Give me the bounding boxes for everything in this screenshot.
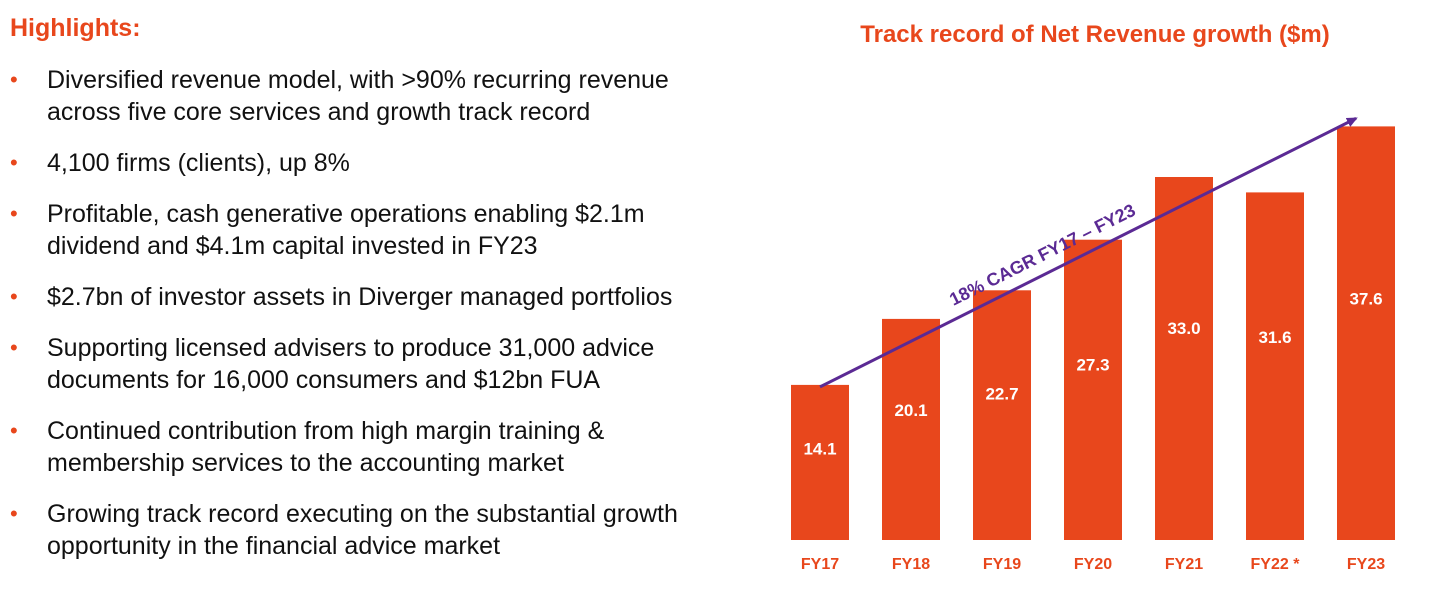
bar-fy21 — [1155, 177, 1213, 540]
bar-fy22 — [1246, 192, 1304, 540]
bullet-icon: • — [10, 501, 18, 526]
x-tick-label: FY22 * — [1251, 556, 1301, 573]
bullet-icon: • — [10, 335, 18, 360]
x-tick-label: FY18 — [892, 556, 930, 573]
bullet-icon: • — [10, 284, 18, 309]
highlight-text-line: documents for 16,000 consumers and $12bn… — [47, 366, 601, 394]
bar-fy23 — [1337, 126, 1395, 541]
bar-fy17 — [791, 384, 849, 540]
highlight-item: • Diversified revenue model, with >90% re… — [10, 64, 750, 128]
bullet-icon: • — [10, 67, 18, 92]
highlight-text-line: $2.7bn of investor assets in Diverger ma… — [47, 283, 673, 311]
x-tick-label: FY19 — [983, 556, 1021, 573]
bullet-icon: • — [10, 150, 18, 175]
highlight-text-line: dividend and $4.1m capital invested in F… — [47, 232, 538, 260]
highlight-text-line: membership services to the accounting ma… — [47, 449, 564, 477]
bullet-icon: • — [10, 418, 18, 443]
chart-title: Track record of Net Revenue growth ($m) — [860, 21, 1330, 48]
highlight-item: • Supporting licensed advisers to produce… — [10, 332, 750, 396]
bullet-icon: • — [10, 201, 18, 226]
highlight-text-line: Diversified revenue model, with >90% rec… — [47, 66, 669, 94]
highlight-item: • 4,100 firms (clients), up 8% — [10, 147, 750, 179]
bar-value-label: 22.7 — [985, 385, 1018, 404]
highlight-text-line: Growing track record executing on the su… — [47, 500, 678, 528]
x-tick-label: FY17 — [801, 556, 839, 573]
bar-value-label: 27.3 — [1076, 355, 1109, 374]
highlight-text-line: across five core services and growth tra… — [47, 98, 591, 126]
bar-value-label: 31.6 — [1258, 328, 1291, 347]
bar-value-label: 33.0 — [1167, 319, 1200, 338]
cagr-arrow — [819, 117, 1358, 389]
highlight-text-line: Profitable, cash generative operations e… — [47, 200, 645, 228]
highlights-title: Highlights: — [10, 14, 141, 42]
highlights-panel: Highlights: • Diversified revenue model, … — [10, 12, 750, 581]
highlight-item: • Growing track record executing on the s… — [10, 498, 750, 562]
highlight-item: • Continued contribution from high margin… — [10, 415, 750, 479]
bar-fy20 — [1064, 239, 1122, 540]
bar-value-label: 37.6 — [1349, 290, 1382, 309]
highlight-text-line: Continued contribution from high margin … — [47, 417, 605, 445]
bar-fy19 — [973, 290, 1031, 540]
x-tick-label: FY23 — [1347, 556, 1385, 573]
bar-value-label: 14.1 — [803, 440, 836, 459]
bar-fy18 — [882, 318, 940, 540]
highlight-text-line: 4,100 firms (clients), up 8% — [47, 149, 350, 177]
revenue-bar-chart: 14.120.122.727.333.0 31.637.6 18% CAGR FY… — [791, 117, 1395, 573]
bar-value-label: 20.1 — [894, 401, 927, 420]
x-tick-label: FY20 — [1074, 556, 1112, 573]
highlight-text-line: opportunity in the financial advice mark… — [47, 532, 501, 560]
highlights-list: • Diversified revenue model, with >90% re… — [10, 64, 750, 562]
x-tick-label: FY21 — [1165, 556, 1203, 573]
highlight-text-line: Supporting licensed advisers to produce … — [47, 334, 655, 362]
highlight-item: • $2.7bn of investor assets in Diverger m… — [10, 281, 750, 313]
highlight-item: • Profitable, cash generative operations … — [10, 198, 750, 262]
